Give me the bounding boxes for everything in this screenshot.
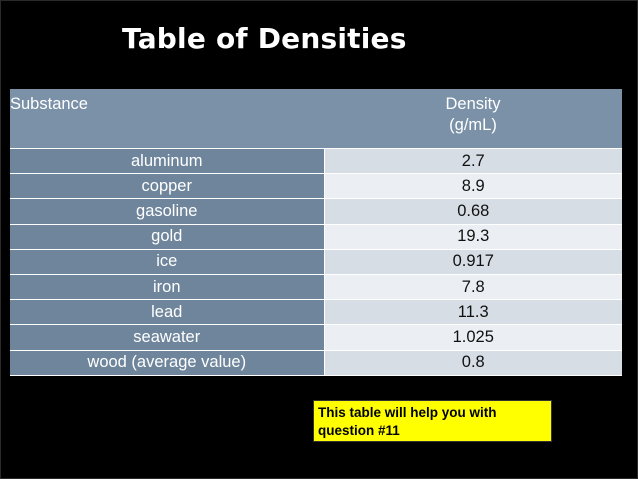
substance-cell: aluminum — [10, 148, 325, 175]
table-row: copper 8.9 — [10, 173, 622, 200]
density-cell: 0.68 — [324, 198, 622, 225]
substance-cell: iron — [10, 274, 325, 301]
column-header-substance: Substance — [10, 89, 324, 149]
table-header-row: Substance Density (g/mL) — [10, 89, 622, 149]
table-row: iron 7.8 — [10, 274, 622, 301]
density-cell: 7.8 — [324, 274, 622, 301]
substance-cell: ice — [10, 249, 325, 275]
table-row: aluminum 2.7 — [10, 148, 622, 175]
density-cell: 0.8 — [324, 350, 622, 376]
substance-cell: lead — [10, 299, 325, 326]
substance-cell: seawater — [10, 324, 325, 351]
density-cell: 8.9 — [324, 173, 622, 200]
table-row: wood (average value) 0.8 — [10, 350, 622, 376]
callout-note: This table will help you with question #… — [313, 400, 552, 442]
table-row: gold 19.3 — [10, 224, 622, 250]
table-row: ice 0.917 — [10, 249, 622, 275]
column-header-density: Density (g/mL) — [324, 89, 622, 149]
table-row: gasoline 0.68 — [10, 198, 622, 225]
density-cell: 2.7 — [324, 148, 622, 175]
density-header-label: Density — [445, 95, 501, 113]
substance-cell: wood (average value) — [10, 350, 325, 376]
page-title: Table of Densities — [122, 22, 407, 55]
substance-cell: gasoline — [10, 198, 325, 225]
density-header-unit: (g/mL) — [449, 116, 497, 134]
table-row: lead 11.3 — [10, 299, 622, 326]
density-cell: 1.025 — [324, 324, 622, 351]
table-row: seawater 1.025 — [10, 324, 622, 351]
substance-cell: copper — [10, 173, 325, 200]
density-cell: 0.917 — [324, 249, 622, 275]
density-cell: 11.3 — [324, 299, 622, 326]
density-table: Substance Density (g/mL) aluminum 2.7 co… — [10, 89, 622, 376]
density-cell: 19.3 — [324, 224, 622, 250]
substance-cell: gold — [10, 224, 325, 250]
